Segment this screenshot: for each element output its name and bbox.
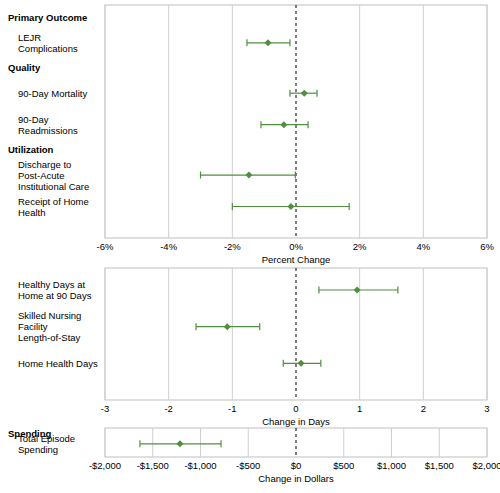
category-label: Home Health Days: [18, 358, 98, 369]
error-bar: [319, 287, 398, 294]
point-estimate: [224, 323, 231, 330]
grid-line: [391, 428, 392, 457]
category-label: 90-Day Mortality: [18, 88, 87, 99]
point-estimate: [298, 360, 305, 367]
tick-label: 6%: [480, 241, 494, 252]
grid-line: [423, 5, 424, 238]
error-bar: [232, 203, 349, 210]
grid-line: [105, 268, 106, 400]
tick-label: 0%: [289, 241, 303, 252]
tick-label: $500: [333, 460, 354, 471]
tick-label: 1: [357, 403, 362, 414]
tick-label: $1,000: [377, 460, 406, 471]
tick-label: 0: [293, 403, 298, 414]
tick-label: -$1,000: [184, 460, 216, 471]
tick-label: 4%: [416, 241, 430, 252]
point-estimate: [287, 203, 294, 210]
plot-frame: [105, 428, 487, 457]
error-bar: [290, 90, 317, 97]
group-label: Quality: [8, 62, 41, 73]
group-label: Primary Outcome: [8, 12, 87, 23]
grid-line: [487, 5, 488, 238]
point-estimate: [301, 90, 308, 97]
grid-line: [200, 428, 201, 457]
axis-label: Change in Days: [262, 416, 330, 427]
point-estimate: [354, 287, 361, 294]
point-estimate: [176, 440, 183, 447]
point-estimate: [264, 39, 271, 46]
tick-label: $2,000: [472, 460, 500, 471]
grid-line: [105, 5, 106, 238]
zero-line: [296, 268, 297, 400]
grid-line: [232, 268, 233, 400]
tick-label: -6%: [97, 241, 114, 252]
tick-label: 3: [484, 403, 489, 414]
tick-label: -$500: [236, 460, 260, 471]
tick-label: -4%: [160, 241, 177, 252]
grid-line: [168, 5, 169, 238]
grid-line: [168, 268, 169, 400]
grid-line: [343, 428, 344, 457]
category-label: Healthy Days atHome at 90 Days: [18, 279, 92, 301]
category-label: LEJRComplications: [18, 32, 78, 54]
error-bar: [261, 121, 308, 128]
tick-label: $0: [291, 460, 302, 471]
marks: [201, 39, 350, 210]
tick-label: -$1,500: [137, 460, 169, 471]
tick-label: 2%: [353, 241, 367, 252]
category-label: 90-DayReadmissions: [18, 114, 78, 136]
grid-line: [359, 5, 360, 238]
panel: -6% -4% -2% 0% 2% 4% 6% Percent Change Primary O…: [8, 5, 494, 265]
category-label: Skilled NursingFacilityLength-of-Stay: [18, 310, 81, 343]
group-label: Utilization: [8, 144, 54, 155]
tick-label: 2: [421, 403, 426, 414]
marks: [140, 440, 221, 447]
grid-line: [248, 428, 249, 457]
error-bar: [247, 39, 290, 46]
plot-frame: [105, 268, 487, 400]
category-label: Total EpisodeSpending: [18, 433, 75, 455]
grid-line: [487, 428, 488, 457]
tick-label: $1,500: [425, 460, 454, 471]
error-bar: [196, 323, 260, 330]
grid-line: [439, 428, 440, 457]
chart-root: -6% -4% -2% 0% 2% 4% 6% Percent Change Primary O…: [0, 0, 500, 493]
tick-label: -1: [228, 403, 236, 414]
tick-label: -3: [101, 403, 109, 414]
zero-line: [296, 5, 297, 238]
grid-line: [232, 5, 233, 238]
grid-line: [152, 428, 153, 457]
axis-label: Percent Change: [262, 254, 331, 265]
marks: [196, 287, 398, 367]
panel: -3 -2 -1 0 1 2 3 Change in Days Healthy Days atH…: [18, 268, 490, 427]
error-bar: [283, 360, 321, 367]
error-bar: [201, 172, 296, 179]
error-bar: [140, 440, 221, 447]
grid-line: [105, 428, 106, 457]
category-label: Receipt of HomeHealth: [18, 196, 89, 218]
tick-label: -2%: [224, 241, 241, 252]
point-estimate: [280, 121, 287, 128]
plot-frame: [105, 5, 487, 238]
grid-line: [487, 268, 488, 400]
tick-label: -$2,000: [89, 460, 121, 471]
zero-line: [296, 428, 297, 457]
point-estimate: [245, 172, 252, 179]
grid-line: [423, 268, 424, 400]
category-label: Discharge toPost-AcuteInstitutional Care: [18, 159, 89, 192]
axis-label: Change in Dollars: [258, 473, 334, 484]
panel: -$2,000 -$1,500 -$1,000 -$500 $0 $500 $1,000 $1…: [8, 428, 500, 484]
grid-line: [359, 268, 360, 400]
tick-label: -2: [164, 403, 172, 414]
